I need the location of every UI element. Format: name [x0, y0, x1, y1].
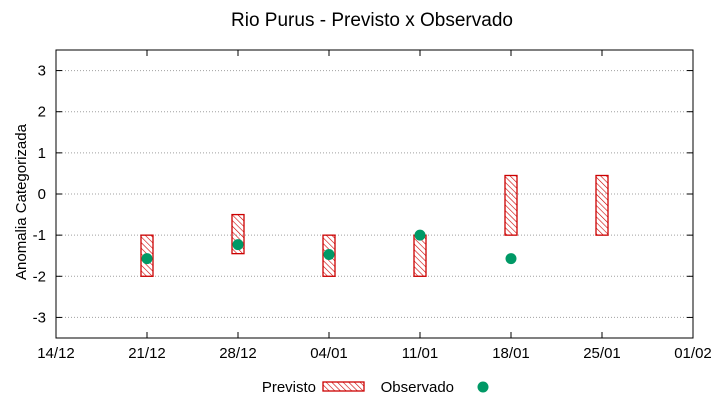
x-tick-label: 01/02: [674, 345, 712, 362]
observed-point: [414, 229, 426, 241]
plot-area-frame: [55, 49, 694, 339]
x-tick-label: 14/12: [37, 345, 75, 362]
x-axis-ticks: 14/12 21/12 28/12 04/01 11/01 18/01 25/01 01/02: [37, 50, 712, 362]
y-tick-label: 3: [38, 63, 46, 80]
y-tick-label: 1: [38, 145, 46, 162]
y-tick-label: -3: [33, 309, 46, 326]
x-tick-label: 25/01: [583, 345, 621, 362]
y-axis-ticks: 3 2 1 0 -1 -2 -3: [33, 63, 693, 326]
y-tick-label: 2: [38, 104, 46, 121]
legend: Previsto Observado: [262, 379, 489, 396]
forecast-range-bars: [140, 174, 609, 277]
observed-point: [505, 253, 517, 265]
x-tick-label: 18/01: [492, 345, 530, 362]
y-tick-label: 0: [38, 186, 46, 203]
grid-lines: [56, 70, 693, 318]
y-tick-label: -2: [33, 268, 46, 285]
legend-marker-observado: [477, 381, 489, 393]
forecast-range-bar: [504, 174, 518, 236]
observed-point: [232, 239, 244, 251]
legend-swatch-previsto: [322, 381, 365, 392]
y-tick-label: -1: [33, 227, 46, 244]
legend-label-observado: Observado: [381, 379, 454, 396]
x-tick-label: 28/12: [219, 345, 257, 362]
y-axis-label: Anomalia Categorizada: [13, 123, 30, 280]
legend-label-previsto: Previsto: [262, 379, 316, 396]
observed-point: [323, 248, 335, 260]
observed-points: [141, 229, 517, 265]
observed-point: [141, 253, 153, 265]
x-tick-label: 21/12: [128, 345, 166, 362]
x-tick-label: 04/01: [310, 345, 348, 362]
forecast-range-bar: [595, 174, 609, 236]
x-tick-label: 11/01: [402, 345, 438, 362]
chart-title: Rio Purus - Previsto x Observado: [231, 10, 513, 31]
forecast-range-bar: [413, 234, 427, 277]
